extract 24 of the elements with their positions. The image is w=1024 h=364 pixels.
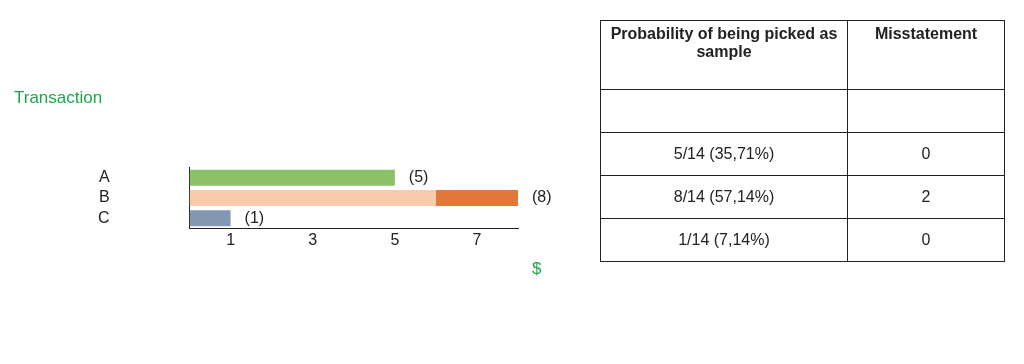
x-tick-label: 3: [308, 231, 318, 249]
total-label: (8): [532, 188, 552, 206]
bar: [189, 210, 231, 227]
category-label: Probability of being picked as sample: [600, 20, 848, 90]
x-tick-label: 7: [472, 231, 482, 249]
y-tick-label: B: [98, 188, 110, 206]
category-label: Misstatement: [847, 20, 1005, 90]
x-tick-label: 1: [226, 231, 236, 249]
text: 8/14 (57,14%): [673, 188, 775, 205]
y-tick-label: A: [98, 168, 110, 186]
total-label: (1): [244, 208, 265, 226]
bar: [435, 189, 518, 207]
text: 1/14 (7,14%): [678, 231, 770, 248]
x-tick-label: 5: [390, 231, 400, 249]
y-axis-title: Transaction: [14, 87, 103, 107]
text: 2: [921, 188, 931, 205]
x-axis-title: $: [532, 259, 542, 279]
bar: [189, 189, 436, 207]
text: 0: [921, 145, 931, 162]
text: 5/14 (35,71%): [673, 145, 775, 162]
y-tick-label: C: [97, 208, 110, 226]
text: 0: [921, 231, 931, 248]
bar: [189, 169, 395, 186]
total-label: (5): [408, 168, 429, 186]
